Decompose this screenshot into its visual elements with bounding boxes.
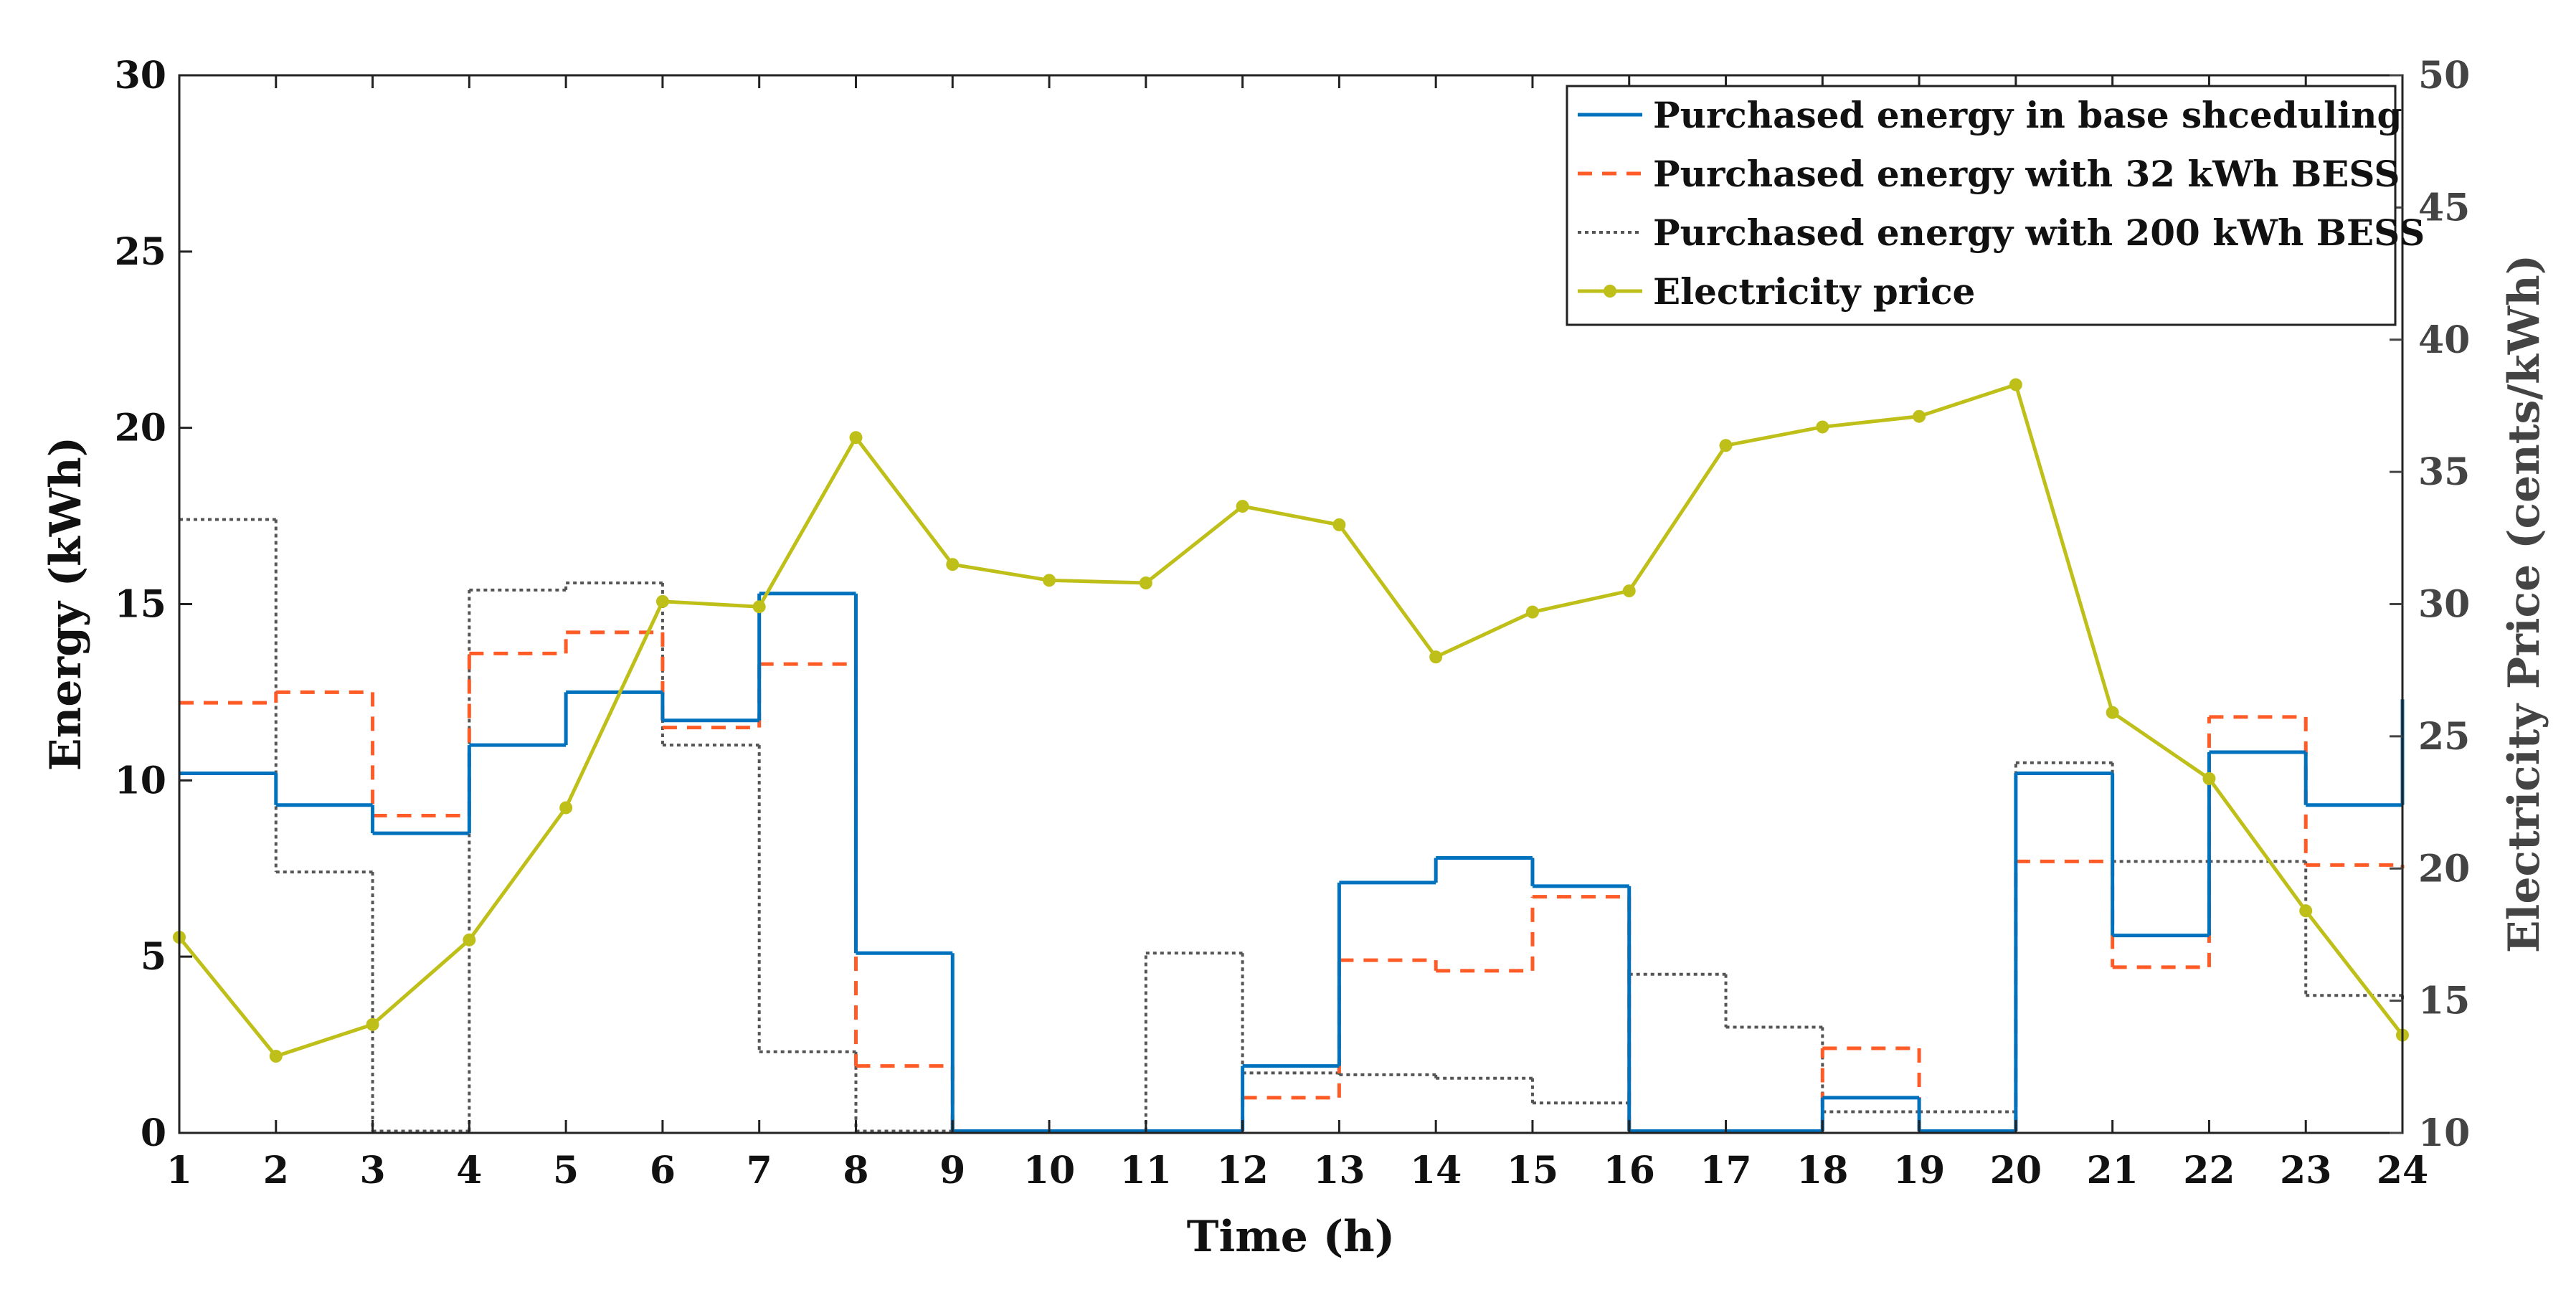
price-point [1622, 584, 1636, 598]
y-left-tick-label: 5 [141, 935, 166, 979]
x-tick-label: 5 [553, 1149, 579, 1192]
x-tick-label: 15 [1507, 1149, 1558, 1192]
series-electricity-price [173, 378, 2409, 1063]
y-right-tick-label: 50 [2418, 54, 2470, 98]
y-right-tick-label: 10 [2418, 1111, 2470, 1155]
price-point [2106, 706, 2119, 719]
price-point [2009, 378, 2022, 392]
legend-label: Purchased energy with 32 kWh BESS [1653, 153, 2400, 195]
series-purchased-energy-in-base-shceduling [179, 592, 2405, 1134]
legend-box [1566, 85, 2397, 326]
x-tick-label: 4 [456, 1149, 482, 1192]
y-right-tick-label: 35 [2418, 450, 2470, 494]
x-tick-label: 18 [1796, 1149, 1848, 1192]
legend-label: Electricity price [1653, 270, 1975, 313]
price-point [1332, 518, 1346, 531]
y-right-tick-label: 20 [2418, 847, 2470, 891]
y-left-tick-label: 20 [115, 407, 166, 450]
price-point [2299, 904, 2313, 918]
y-left-tick-label: 30 [115, 54, 166, 98]
price-point [1043, 574, 1056, 587]
x-tick-label: 21 [2086, 1149, 2138, 1192]
price-point [1429, 650, 1443, 664]
x-tick-label: 2 [263, 1149, 289, 1192]
x-tick-label: 8 [843, 1149, 868, 1192]
price-point [655, 594, 669, 608]
price-point [1913, 409, 1926, 423]
x-tick-label: 10 [1023, 1149, 1075, 1192]
x-tick-label: 13 [1313, 1149, 1365, 1192]
y-right-tick-label: 40 [2418, 318, 2470, 362]
x-tick-label: 6 [650, 1149, 676, 1192]
x-tick-label: 9 [939, 1149, 965, 1192]
y-axis-label-right: Electricity Price (cents/kWh) [2499, 255, 2549, 953]
price-point [1525, 605, 1539, 619]
x-tick-label: 19 [1893, 1149, 1945, 1192]
price-point [366, 1017, 379, 1031]
y-left-tick-label: 0 [141, 1111, 166, 1155]
x-tick-label: 17 [1700, 1149, 1751, 1192]
y-left-tick-label: 25 [115, 230, 166, 274]
legend: Purchased energy in base shceduling Purch… [1566, 85, 2425, 326]
y-right-tick-label: 15 [2418, 979, 2470, 1023]
price-point [463, 933, 476, 946]
x-tick-label: 23 [2280, 1149, 2331, 1192]
y-right-tick-label: 30 [2418, 583, 2470, 627]
y-right-tick-label: 25 [2418, 715, 2470, 759]
price-point [1719, 439, 1733, 452]
x-tick-label: 14 [1410, 1149, 1462, 1192]
x-tick-label: 22 [2183, 1149, 2235, 1192]
y-left-tick-label: 15 [115, 583, 166, 627]
price-point [269, 1050, 283, 1063]
x-tick-label: 16 [1604, 1149, 1655, 1192]
y-right-tick-label: 45 [2418, 186, 2470, 229]
price-point [946, 558, 960, 571]
legend-label: Purchased energy in base shceduling [1653, 94, 2402, 136]
x-tick-label: 7 [747, 1149, 772, 1192]
price-point [752, 600, 766, 614]
price-line [178, 382, 2404, 1058]
x-tick-label: 3 [359, 1149, 385, 1192]
x-axis-label: Time (h) [1187, 1212, 1395, 1262]
price-point [559, 801, 573, 815]
price-point [1139, 576, 1152, 589]
price-point [2202, 772, 2216, 785]
price-point [1236, 500, 1249, 513]
x-tick-label: 1 [166, 1149, 192, 1192]
y-left-tick-label: 10 [115, 759, 166, 802]
x-tick-label: 24 [2377, 1149, 2428, 1192]
y-axis-label-left: Energy (kWh) [41, 437, 91, 771]
price-point [849, 431, 863, 445]
legend-label: Purchased energy with 200 kWh BESS [1653, 212, 2425, 254]
x-tick-label: 12 [1216, 1149, 1268, 1192]
legend-swatch-marker [1604, 285, 1616, 298]
x-tick-label: 20 [1990, 1149, 2042, 1192]
x-tick-label: 11 [1120, 1149, 1172, 1192]
price-point [1816, 420, 1829, 434]
